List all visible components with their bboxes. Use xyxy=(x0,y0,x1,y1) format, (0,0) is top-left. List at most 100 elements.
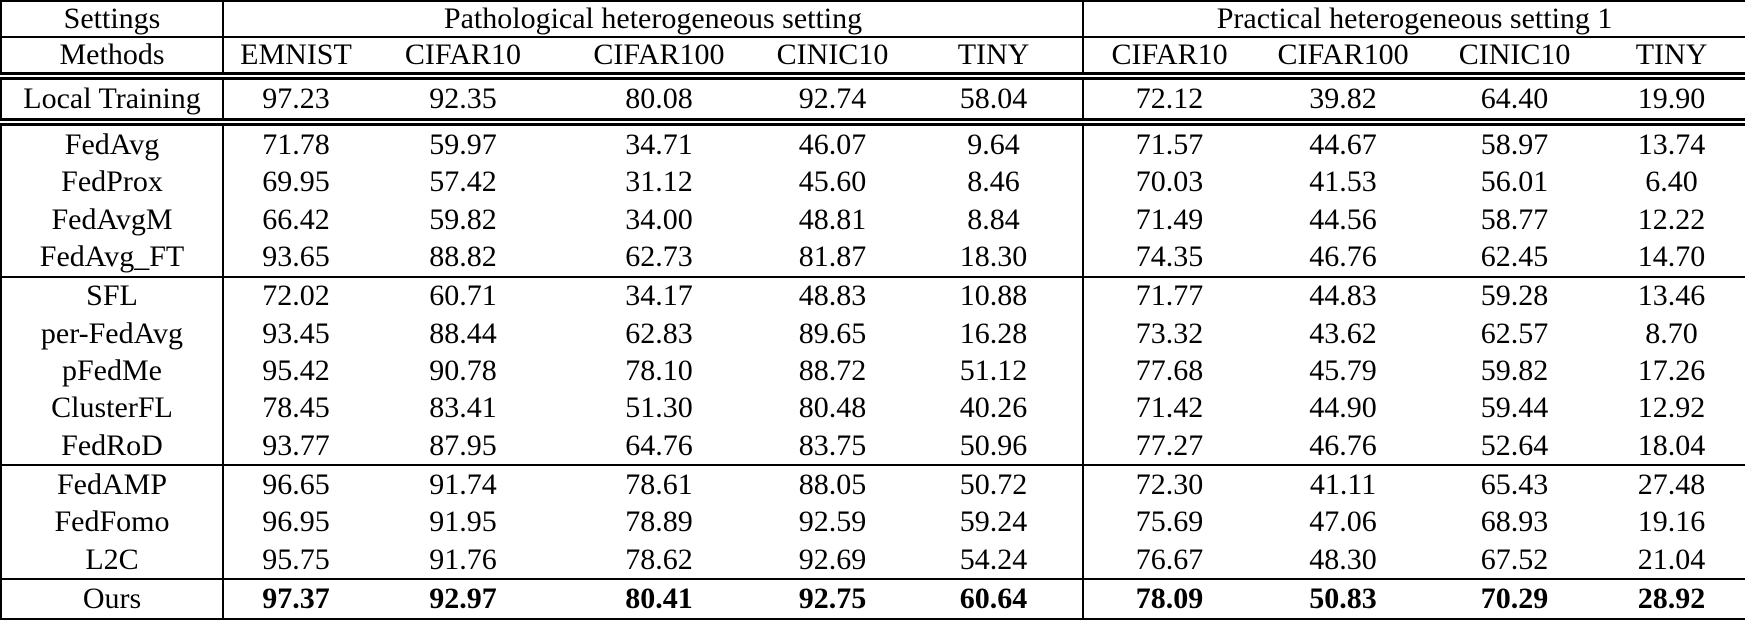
value-cell: 88.72 xyxy=(798,354,867,388)
value-cell: 93.45 xyxy=(262,316,330,350)
value-cell: 71.42 xyxy=(1135,391,1204,425)
table-row: pFedMe 95.42 90.78 78.10 88.72 51.12 77.68 45.7… xyxy=(1,352,1745,390)
method-name: pFedMe xyxy=(1,352,224,390)
value-cell: 45.60 xyxy=(798,165,867,199)
table-row: FedAvg_FT 93.65 88.82 62.73 81.87 18.30 74.35 4… xyxy=(1,238,1745,277)
value-cell: 59.24 xyxy=(905,503,1085,542)
value-cell: 78.09 xyxy=(1135,582,1204,616)
value-cell: 88.05 xyxy=(798,468,867,502)
value-cell: 58.04 xyxy=(905,76,1085,123)
table-row: Ours 97.37 92.97 80.41 92.75 60.64 78.09 50.83 7… xyxy=(1,579,1745,619)
value-cell: 67.52 xyxy=(1480,542,1549,576)
value-cell: 43.62 xyxy=(1309,316,1377,350)
value-cell: 87.95 xyxy=(429,428,497,462)
value-cell: 97.37 xyxy=(262,582,330,616)
value-cell: 92.74 xyxy=(798,82,867,116)
value-cell: 91.76 xyxy=(429,542,497,576)
settings-header-row: Settings Pathological heterogeneous sett… xyxy=(1,1,1745,37)
method-name: per-FedAvg xyxy=(1,315,224,353)
value-cell: 44.56 xyxy=(1309,202,1377,236)
settings-label: Settings xyxy=(1,1,224,37)
value-cell: 50.83 xyxy=(1309,582,1377,616)
value-cell: 75.69 xyxy=(1135,505,1204,539)
value-cell: 58.77 xyxy=(1480,202,1549,236)
value-cell: 41.11 xyxy=(1309,468,1377,502)
value-cell: 44.83 xyxy=(1309,279,1377,313)
column-header: CIFAR100 xyxy=(1277,38,1409,71)
method-name: Ours xyxy=(1,579,224,619)
value-cell: 78.89 xyxy=(625,505,693,539)
value-cell: 8.70 xyxy=(1645,316,1698,350)
table-row: FedFomo 96.95 91.95 78.89 92.59 59.24 75.69 47.… xyxy=(1,503,1745,542)
value-cell: 96.65 xyxy=(262,468,330,502)
value-cell: 88.82 xyxy=(429,240,497,274)
value-cell: 71.77 xyxy=(1135,279,1204,313)
value-cell: 28.92 xyxy=(1637,582,1706,616)
value-cell: 8.84 xyxy=(905,201,1085,239)
value-cell: 18.30 xyxy=(905,238,1085,277)
value-cell: 80.41 xyxy=(625,582,693,616)
value-cell: 64.40 xyxy=(1480,82,1549,116)
value-cell: 10.88 xyxy=(905,276,1085,316)
value-cell: 51.30 xyxy=(625,391,693,425)
value-cell: 48.30 xyxy=(1309,542,1377,576)
value-cell: 56.01 xyxy=(1480,165,1549,199)
table-row: FedProx 69.95 57.42 31.12 45.60 8.46 70.03 41.5… xyxy=(1,163,1745,202)
value-cell: 71.49 xyxy=(1135,202,1204,236)
value-cell: 71.57 xyxy=(1135,127,1204,161)
value-cell: 9.64 xyxy=(905,122,1085,164)
method-name: FedRoD xyxy=(1,427,224,466)
value-cell: 72.12 xyxy=(1135,82,1204,116)
value-cell: 88.44 xyxy=(429,316,497,350)
value-cell: 34.00 xyxy=(625,202,693,236)
value-cell: 70.03 xyxy=(1135,165,1204,199)
value-cell: 89.65 xyxy=(798,316,867,350)
value-cell: 19.90 xyxy=(1637,82,1706,116)
value-cell: 57.42 xyxy=(429,165,497,199)
value-cell: 60.71 xyxy=(429,279,497,313)
value-cell: 27.48 xyxy=(1637,468,1706,502)
value-cell: 74.35 xyxy=(1135,240,1204,274)
method-name: L2C xyxy=(1,541,224,580)
method-name: Local Training xyxy=(1,76,224,123)
value-cell: 80.08 xyxy=(625,82,693,116)
value-cell: 62.45 xyxy=(1480,240,1549,274)
column-header: CIFAR100 xyxy=(593,38,725,71)
value-cell: 45.79 xyxy=(1309,354,1377,388)
value-cell: 44.67 xyxy=(1309,127,1377,161)
column-header: TINY xyxy=(905,37,1085,76)
value-cell: 34.71 xyxy=(625,127,693,161)
table-row: L2C 95.75 91.76 78.62 92.69 54.24 76.67 48.30 67… xyxy=(1,541,1745,580)
method-name: FedAvg xyxy=(1,122,224,164)
value-cell: 46.76 xyxy=(1309,428,1377,462)
method-name: SFL xyxy=(1,276,224,316)
value-cell: 92.97 xyxy=(429,582,497,616)
method-name: ClusterFL xyxy=(1,389,224,427)
group-header-pathological: Pathological heterogeneous setting xyxy=(223,1,1085,37)
table-row: per-FedAvg 93.45 88.44 62.83 89.65 16.28 73.32… xyxy=(1,315,1745,353)
value-cell: 83.75 xyxy=(798,428,867,462)
value-cell: 52.64 xyxy=(1480,428,1549,462)
value-cell: 40.26 xyxy=(905,389,1085,427)
group-header-practical: Practical heterogeneous setting 1 xyxy=(1216,2,1613,35)
method-name: FedAMP xyxy=(1,465,224,504)
value-cell: 59.82 xyxy=(429,202,497,236)
value-cell: 12.22 xyxy=(1637,202,1706,236)
method-name: FedFomo xyxy=(1,503,224,542)
value-cell: 62.57 xyxy=(1480,316,1549,350)
value-cell: 64.76 xyxy=(625,428,693,462)
column-header: EMNIST xyxy=(240,38,352,71)
method-name: FedAvg_FT xyxy=(1,238,224,277)
value-cell: 13.46 xyxy=(1637,279,1706,313)
value-cell: 72.30 xyxy=(1135,468,1204,502)
value-cell: 59.97 xyxy=(429,127,497,161)
value-cell: 78.62 xyxy=(625,542,693,576)
value-cell: 71.78 xyxy=(262,127,330,161)
value-cell: 34.17 xyxy=(625,279,693,313)
value-cell: 16.28 xyxy=(905,315,1085,353)
table-row: Local Training 97.23 92.35 80.08 92.74 58.04 7… xyxy=(1,76,1745,123)
value-cell: 46.07 xyxy=(798,127,867,161)
column-header: CIFAR10 xyxy=(1111,38,1228,71)
method-name: FedProx xyxy=(1,163,224,202)
